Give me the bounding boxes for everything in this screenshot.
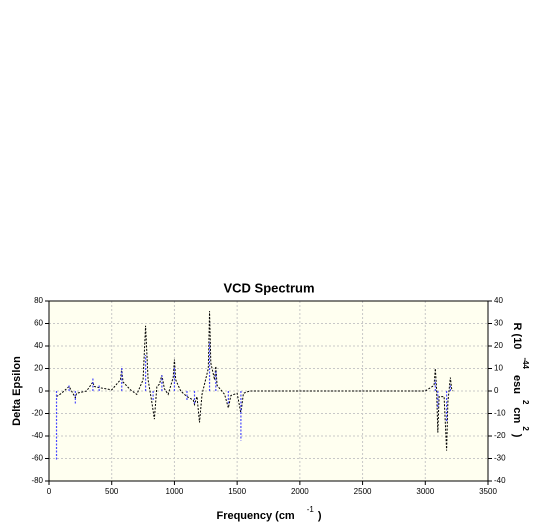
y2-tick-label: -20 — [494, 431, 506, 440]
y-tick-label: -20 — [31, 409, 43, 418]
plot-frame — [48, 300, 489, 482]
x-axis-label-part: ) — [318, 510, 322, 522]
y-tick-label: -40 — [31, 431, 43, 440]
chart-title: VCD Spectrum — [223, 280, 314, 295]
y-axis-label: Delta Epsilon — [11, 356, 23, 426]
y2-tick-label: 40 — [494, 296, 503, 305]
y-tick-label: -80 — [31, 476, 43, 485]
y-tick-label: -60 — [31, 454, 43, 463]
y2-axis-label: R (10 -44 esu 2 cm 2) — [511, 323, 530, 438]
x-tick-label: 3000 — [416, 487, 434, 496]
y2-tick-label: 0 — [494, 386, 499, 395]
x-tick-label: 2000 — [291, 487, 309, 496]
x-axis-label-part: Frequency (cm — [216, 510, 294, 522]
spectrum-line — [56, 311, 454, 451]
y-tick-label: 40 — [34, 341, 43, 350]
x-tick-label: 0 — [47, 487, 52, 496]
x-tick-label: 1500 — [228, 487, 246, 496]
x-axis-label: Frequency (cm -1) — [216, 505, 321, 522]
y2-axis-label-sup: -44 — [521, 357, 530, 369]
y2-axis-label-part: esu — [511, 375, 523, 394]
y2-axis-label-part: cm — [511, 407, 523, 423]
y-tick-label: 20 — [34, 364, 43, 373]
y-tick-label: 60 — [34, 319, 43, 328]
y2-tick-label: 30 — [494, 319, 503, 328]
y-tick-label: 80 — [34, 296, 43, 305]
y2-tick-label: 10 — [494, 364, 503, 373]
y2-axis-label-part: R (10 — [511, 323, 523, 350]
y2-axis-label-sup: 2 — [521, 400, 530, 405]
y2-tick-label: -30 — [494, 454, 506, 463]
x-tick-label: 1000 — [166, 487, 184, 496]
y2-tick-label: -40 — [494, 476, 506, 485]
x-tick-label: 3500 — [479, 487, 497, 496]
x-tick-label: 2500 — [354, 487, 372, 496]
y2-tick-label: -10 — [494, 409, 506, 418]
x-axis-label-sup: -1 — [307, 505, 315, 514]
y2-axis-label-part: ) — [511, 434, 523, 438]
y-tick-label: 0 — [39, 386, 44, 395]
x-tick-label: 500 — [105, 487, 119, 496]
y2-tick-label: 20 — [494, 341, 503, 350]
y2-axis-label-sup: 2 — [521, 426, 530, 431]
